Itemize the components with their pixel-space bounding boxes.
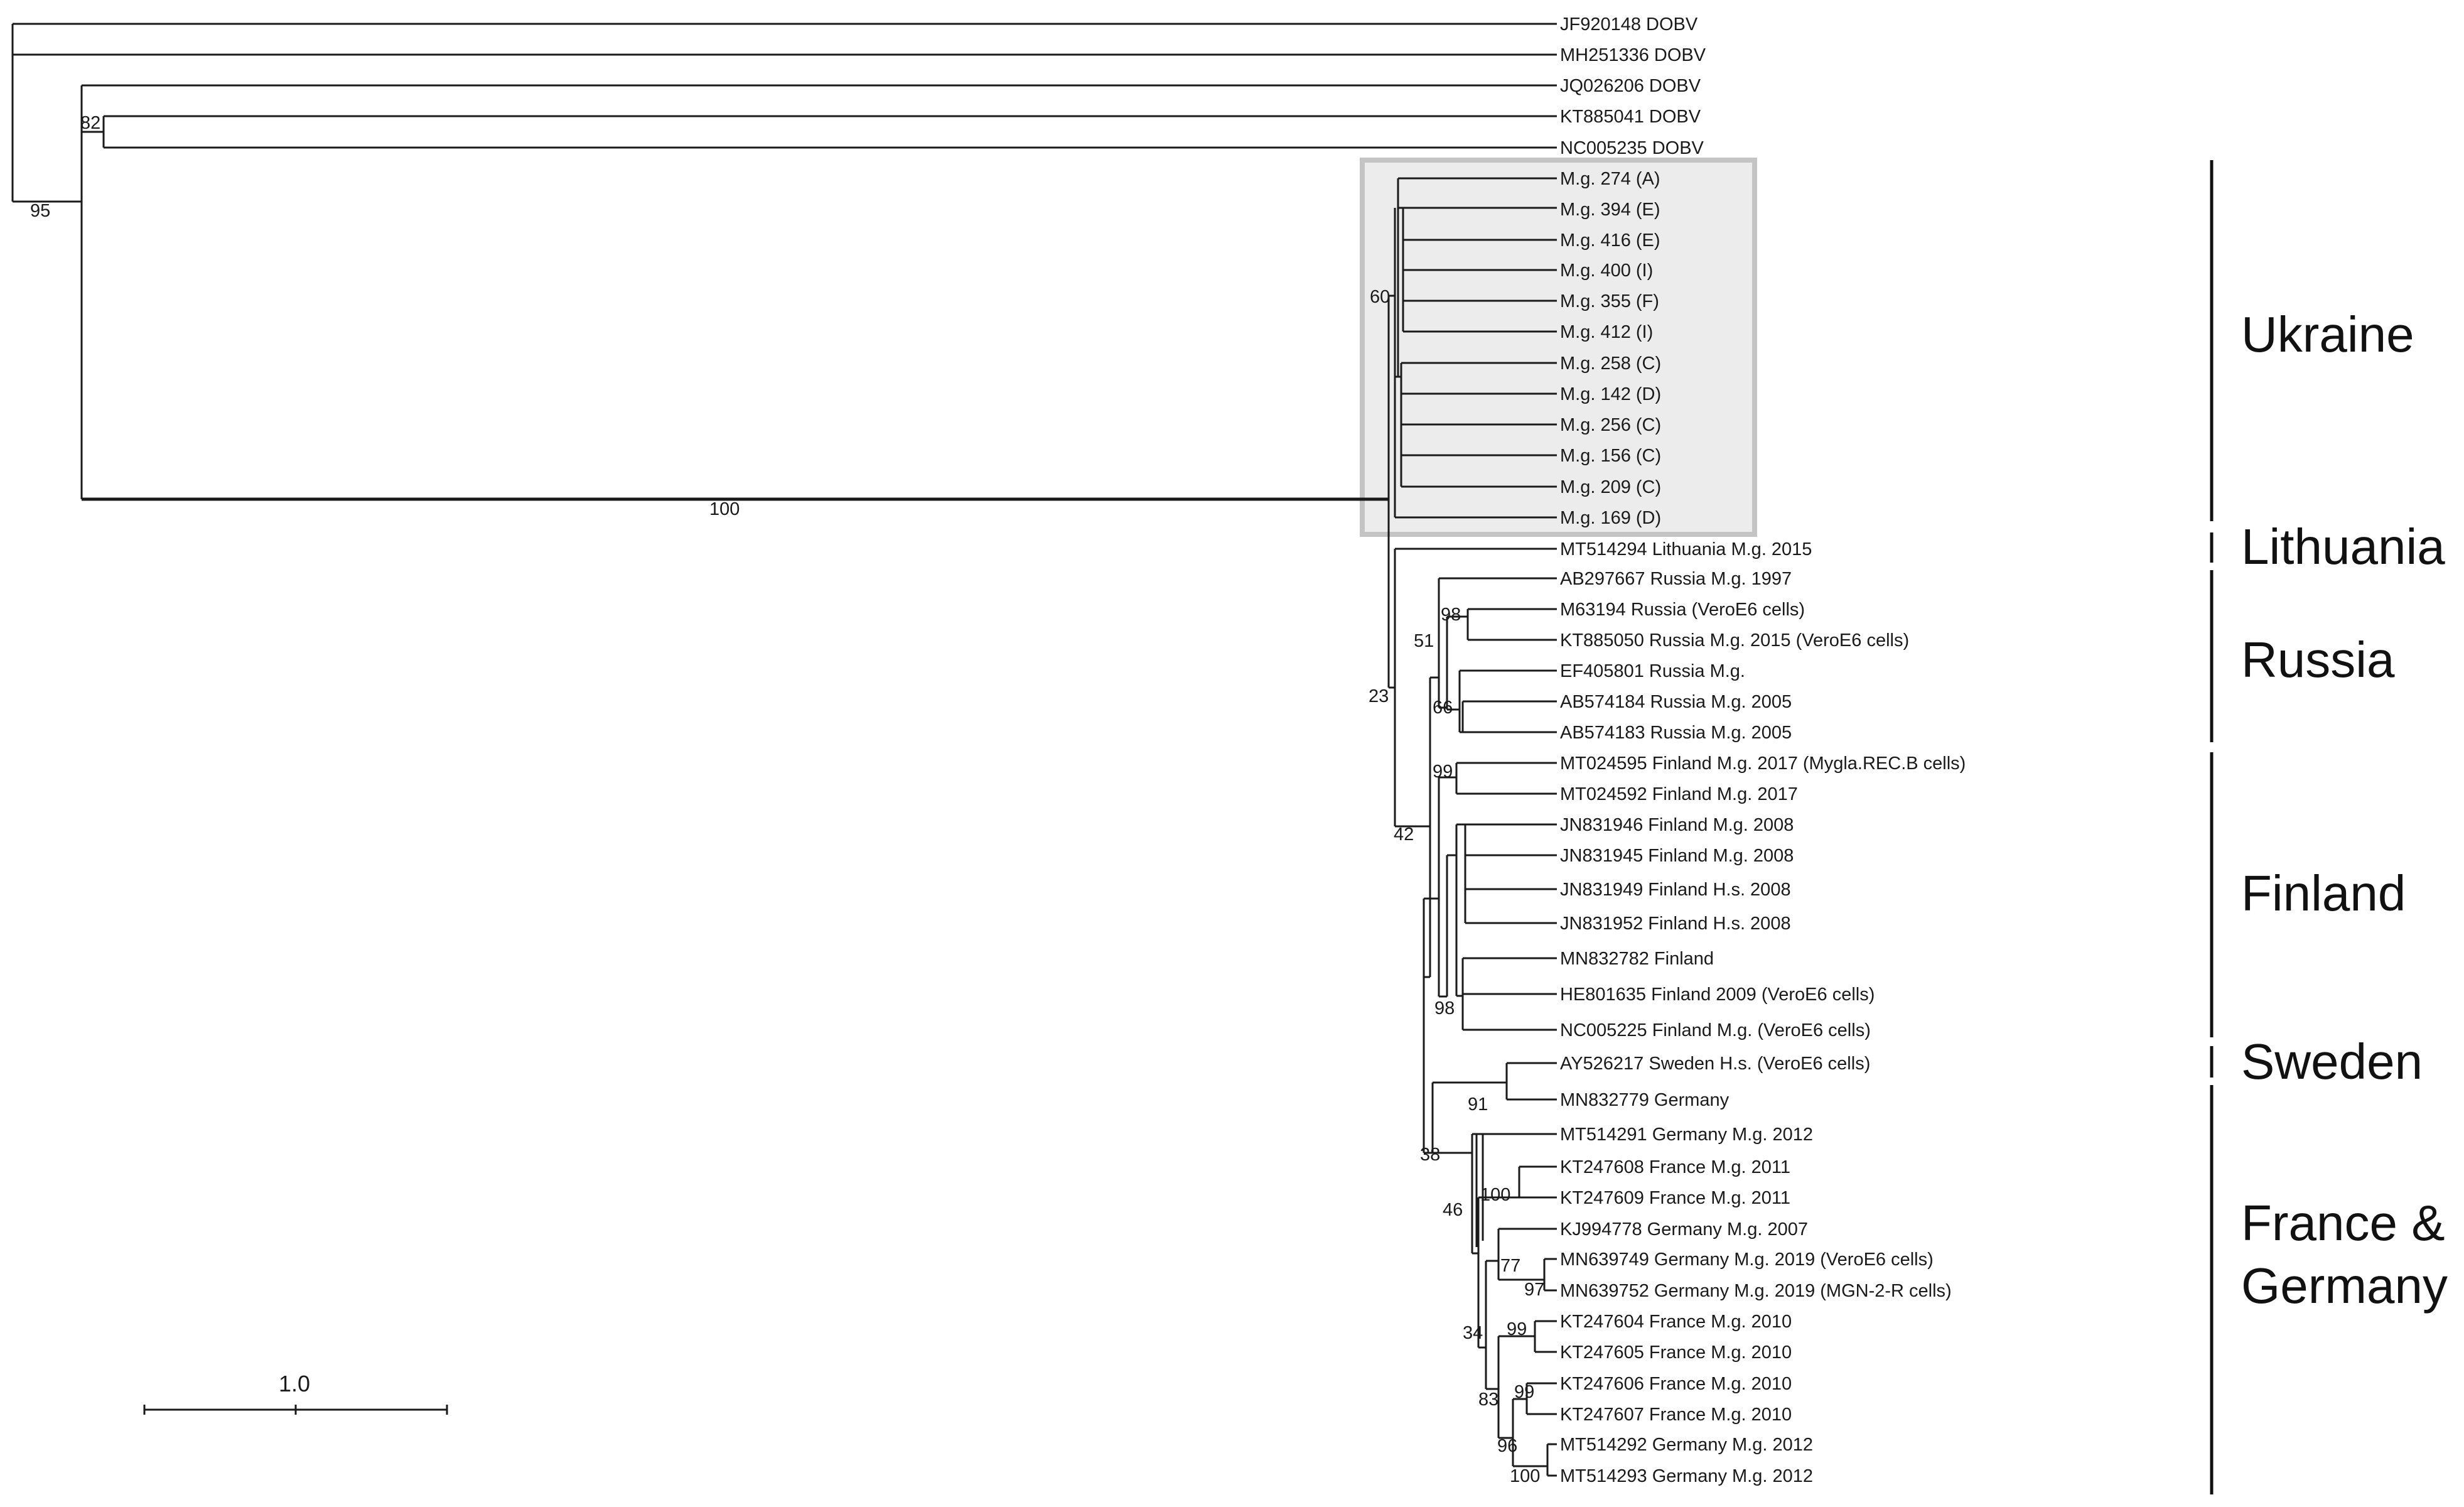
tip-label: MT024595 Finland M.g. 2017 (Mygla.REC.B … xyxy=(1560,754,1966,774)
region-label-france-germany-line2: Germany xyxy=(2241,1258,2448,1314)
tip-label: NC005235 DOBV xyxy=(1560,138,1704,158)
support-value: 42 xyxy=(1394,824,1414,845)
support-value: 38 xyxy=(1420,1145,1440,1165)
support-value: 100 xyxy=(1480,1185,1510,1205)
support-value: 99 xyxy=(1507,1319,1527,1339)
ukraine-clade-highlight-box xyxy=(1360,158,1757,537)
tip-label: KT247604 France M.g. 2010 xyxy=(1560,1312,1792,1332)
tip-label: M.g. 142 (D) xyxy=(1560,384,1661,404)
support-value: 91 xyxy=(1468,1094,1488,1115)
tip-label: JN831952 Finland H.s. 2008 xyxy=(1560,914,1791,934)
tip-label: MT024592 Finland M.g. 2017 xyxy=(1560,784,1798,804)
tip-label: JN831946 Finland M.g. 2008 xyxy=(1560,815,1794,835)
tip-label: AB574183 Russia M.g. 2005 xyxy=(1560,723,1792,743)
support-value: 77 xyxy=(1500,1256,1520,1276)
support-value: 100 xyxy=(1510,1466,1540,1486)
support-value: 46 xyxy=(1443,1200,1463,1220)
tip-label: HE801635 Finland 2009 (VeroE6 cells) xyxy=(1560,985,1875,1005)
tip-label: M.g. 256 (C) xyxy=(1560,415,1661,435)
scale-bar: 1.0 xyxy=(143,1371,448,1415)
region-label-lithuania: Lithuania xyxy=(2241,519,2445,575)
tip-label: EF405801 Russia M.g. xyxy=(1560,661,1745,681)
tip-label: AB297667 Russia M.g. 1997 xyxy=(1560,569,1792,589)
support-value: 99 xyxy=(1514,1382,1534,1402)
tip-label: NC005225 Finland M.g. (VeroE6 cells) xyxy=(1560,1020,1871,1040)
support-value: 99 xyxy=(1433,762,1453,782)
tip-label: M.g. 258 (C) xyxy=(1560,354,1661,374)
support-value: 60 xyxy=(1370,287,1390,307)
support-value: 51 xyxy=(1414,631,1434,651)
support-value: 97 xyxy=(1524,1280,1544,1300)
support-value: 98 xyxy=(1434,998,1455,1018)
tip-labels: JF920148 DOBV MH251336 DOBV JQ026206 DOB… xyxy=(1560,14,1966,1486)
support-value: 82 xyxy=(80,113,100,133)
support-value: 83 xyxy=(1478,1390,1498,1410)
tip-label: KT247607 France M.g. 2010 xyxy=(1560,1405,1792,1425)
tip-label: AY526217 Sweden H.s. (VeroE6 cells) xyxy=(1560,1054,1870,1074)
tip-label: MH251336 DOBV xyxy=(1560,45,1706,65)
tip-label: KJ994778 Germany M.g. 2007 xyxy=(1560,1219,1808,1240)
region-label-finland: Finland xyxy=(2241,865,2406,921)
region-label-russia: Russia xyxy=(2241,632,2395,688)
tip-label: KT885041 DOBV xyxy=(1560,107,1701,127)
region-label-ukraine: Ukraine xyxy=(2241,306,2414,362)
tip-label: MN832782 Finland xyxy=(1560,949,1714,969)
tip-label: M.g. 394 (E) xyxy=(1560,200,1660,220)
tip-label: JF920148 DOBV xyxy=(1560,14,1698,35)
tip-label: KT247609 France M.g. 2011 xyxy=(1560,1188,1790,1208)
tip-label: JQ026206 DOBV xyxy=(1560,76,1701,96)
tip-label: MN832779 Germany xyxy=(1560,1090,1730,1110)
tip-label: MT514291 Germany M.g. 2012 xyxy=(1560,1125,1813,1145)
tip-label: M.g. 156 (C) xyxy=(1560,446,1661,466)
support-value: 96 xyxy=(1497,1436,1517,1456)
support-value: 100 xyxy=(709,499,740,519)
support-value: 66 xyxy=(1433,698,1453,718)
tip-label: M.g. 209 (C) xyxy=(1560,477,1661,497)
tip-label: KT247608 France M.g. 2011 xyxy=(1560,1157,1790,1177)
tip-label: M63194 Russia (VeroE6 cells) xyxy=(1560,600,1805,620)
tip-label: MT514294 Lithuania M.g. 2015 xyxy=(1560,539,1812,559)
tip-label: MN639752 Germany M.g. 2019 (MGN-2-R cell… xyxy=(1560,1281,1952,1301)
tip-label: KT247605 France M.g. 2010 xyxy=(1560,1342,1792,1363)
support-value: 98 xyxy=(1441,605,1461,625)
tip-label: MT514293 Germany M.g. 2012 xyxy=(1560,1466,1813,1486)
tip-label: M.g. 416 (E) xyxy=(1560,230,1660,251)
support-values: 95 82 100 60 23 51 98 66 42 99 98 91 38 … xyxy=(30,113,1544,1486)
tip-label: MT514292 Germany M.g. 2012 xyxy=(1560,1435,1813,1455)
region-label-sweden: Sweden xyxy=(2241,1034,2423,1089)
tip-label: AB574184 Russia M.g. 2005 xyxy=(1560,692,1792,712)
support-value: 34 xyxy=(1463,1323,1483,1343)
tip-label: M.g. 400 (I) xyxy=(1560,261,1653,281)
branches xyxy=(11,23,1557,1477)
tip-label: KT247606 France M.g. 2010 xyxy=(1560,1374,1792,1394)
tip-label: M.g. 355 (F) xyxy=(1560,291,1659,311)
support-value: 23 xyxy=(1369,686,1389,706)
tip-label: KT885050 Russia M.g. 2015 (VeroE6 cells) xyxy=(1560,630,1909,651)
support-value: 95 xyxy=(30,201,50,221)
tip-label: M.g. 274 (A) xyxy=(1560,169,1660,189)
tip-label: M.g. 169 (D) xyxy=(1560,508,1661,528)
tip-label: JN831949 Finland H.s. 2008 xyxy=(1560,880,1791,900)
region-label-france-germany-line1: France & xyxy=(2241,1195,2445,1251)
region-brackets: Ukraine Lithuania Russia Finland Sweden … xyxy=(2210,160,2448,1494)
tip-label: MN639749 Germany M.g. 2019 (VeroE6 cells… xyxy=(1560,1250,1934,1270)
scale-bar-label: 1.0 xyxy=(279,1371,310,1396)
tip-label: M.g. 412 (I) xyxy=(1560,322,1653,342)
tip-label: JN831945 Finland M.g. 2008 xyxy=(1560,846,1794,866)
